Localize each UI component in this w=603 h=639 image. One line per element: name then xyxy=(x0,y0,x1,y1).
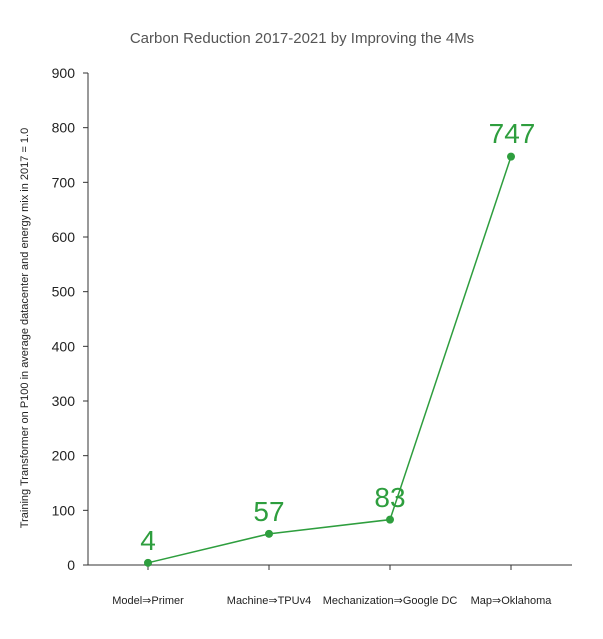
data-point xyxy=(265,529,273,538)
series-line xyxy=(147,156,512,564)
data-point xyxy=(144,558,152,567)
data-labels: 4 57 83 747 xyxy=(140,118,535,556)
data-label: 57 xyxy=(253,496,284,527)
series-group xyxy=(144,152,515,567)
x-tick-label: Machine⇒TPUv4 xyxy=(227,595,311,607)
y-tick-label: 100 xyxy=(52,502,76,518)
y-tick-label: 400 xyxy=(52,338,76,354)
y-axis-label: Training Transformer on P100 in average … xyxy=(19,128,31,528)
data-label: 83 xyxy=(374,482,405,513)
y-tick-label: 900 xyxy=(52,65,76,81)
y-ticks: 0 100 200 300 400 500 600 700 800 900 xyxy=(52,65,88,573)
data-label: 4 xyxy=(140,525,156,556)
y-tick-label: 600 xyxy=(52,229,76,245)
y-tick-label: 500 xyxy=(52,284,76,300)
x-ticks: Model⇒Primer Machine⇒TPUv4 Mechanization⇒G… xyxy=(112,565,552,607)
x-tick-label: Mechanization⇒Google DC xyxy=(323,595,458,607)
axes xyxy=(87,73,572,566)
y-tick-label: 700 xyxy=(52,174,76,190)
data-label: 747 xyxy=(489,118,536,149)
y-tick-label: 0 xyxy=(67,557,75,573)
y-tick-label: 300 xyxy=(52,393,76,409)
y-tick-label: 200 xyxy=(52,448,76,464)
x-tick-label: Map⇒Oklahoma xyxy=(471,595,553,607)
data-point xyxy=(507,152,515,161)
data-point xyxy=(386,515,394,524)
y-tick-label: 800 xyxy=(52,120,76,136)
x-tick-label: Model⇒Primer xyxy=(112,595,184,607)
chart-title: Carbon Reduction 2017-2021 by Improving … xyxy=(130,30,474,47)
